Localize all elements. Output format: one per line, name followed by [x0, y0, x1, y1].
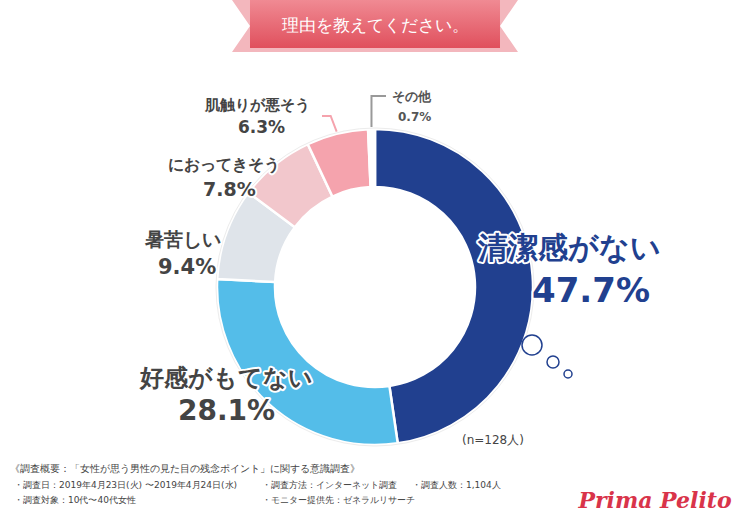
data-label: 9.4%: [158, 255, 216, 279]
title: 理由を教えてください。: [282, 15, 469, 35]
banner: [250, 0, 500, 48]
footnote: ・調査日：2019年4月23日(火) 〜2019年4月24日(水): [14, 480, 237, 490]
data-label: 7.8%: [203, 178, 256, 200]
footnote: ・調査人数：1,104人: [412, 480, 501, 490]
leader-line: [322, 116, 337, 132]
labels: 清潔感がない 47.7% 好感がもてない28.1% 暑苦しい 9.4% におってきそう 7.…: [139, 89, 661, 427]
leaders: [322, 96, 386, 132]
slice: [375, 129, 533, 443]
category-label: 肌触りが悪そう: [204, 96, 310, 114]
bubble: [547, 356, 559, 368]
footnote: ・モニター提供先：ゼネラルリサーチ: [262, 495, 415, 505]
data-label: 6.3%: [238, 117, 285, 137]
slice: [368, 129, 375, 187]
leader-line: [371, 96, 386, 127]
data-label: 0.7%: [398, 110, 431, 124]
footnote: 《調査概要：「女性が思う男性の見た目の残念ポイント」に関する意識調査》: [10, 463, 360, 474]
footnote: ・調査方法：インターネット調査: [262, 480, 397, 490]
brand: Prima Pelito: [577, 487, 731, 513]
note: (n=128人): [462, 433, 524, 447]
chart: 理由を教えてください。清潔感がない 47.7% 好感がもてない28.1% 暑苦しい 9.…: [0, 0, 750, 519]
data-label: 28.1%: [178, 394, 275, 427]
category-label: 清潔感がない: [477, 230, 661, 265]
category-label: その他: [392, 89, 432, 104]
banner-back: [232, 0, 518, 52]
category-label: 好感がもてない: [139, 364, 313, 392]
bubble: [522, 335, 542, 355]
data-label: 47.7%: [532, 270, 650, 310]
category-label: におってきそう: [168, 155, 280, 174]
bubble: [564, 370, 572, 378]
category-label: 暑苦しい: [144, 228, 221, 250]
footnote: ・調査対象：10代〜40代女性: [14, 495, 136, 505]
